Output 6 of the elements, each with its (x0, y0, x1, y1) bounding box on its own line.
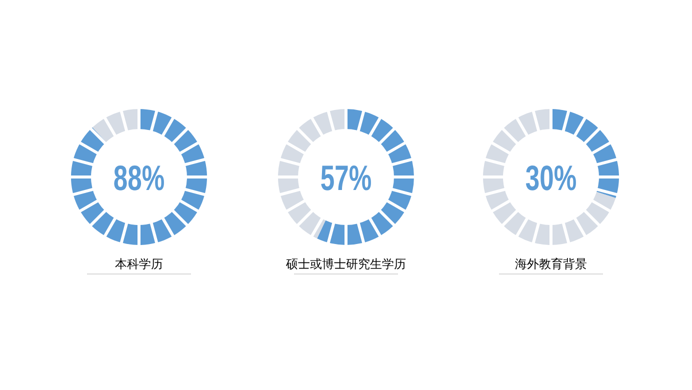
text: 57% (320, 158, 372, 198)
text: 88% (113, 158, 165, 198)
text: 硕士或博士研究生学历 (285, 257, 406, 271)
text: 海外教育背景 (515, 257, 587, 271)
text: 30% (525, 158, 577, 198)
text: 本科学历 (115, 257, 163, 271)
